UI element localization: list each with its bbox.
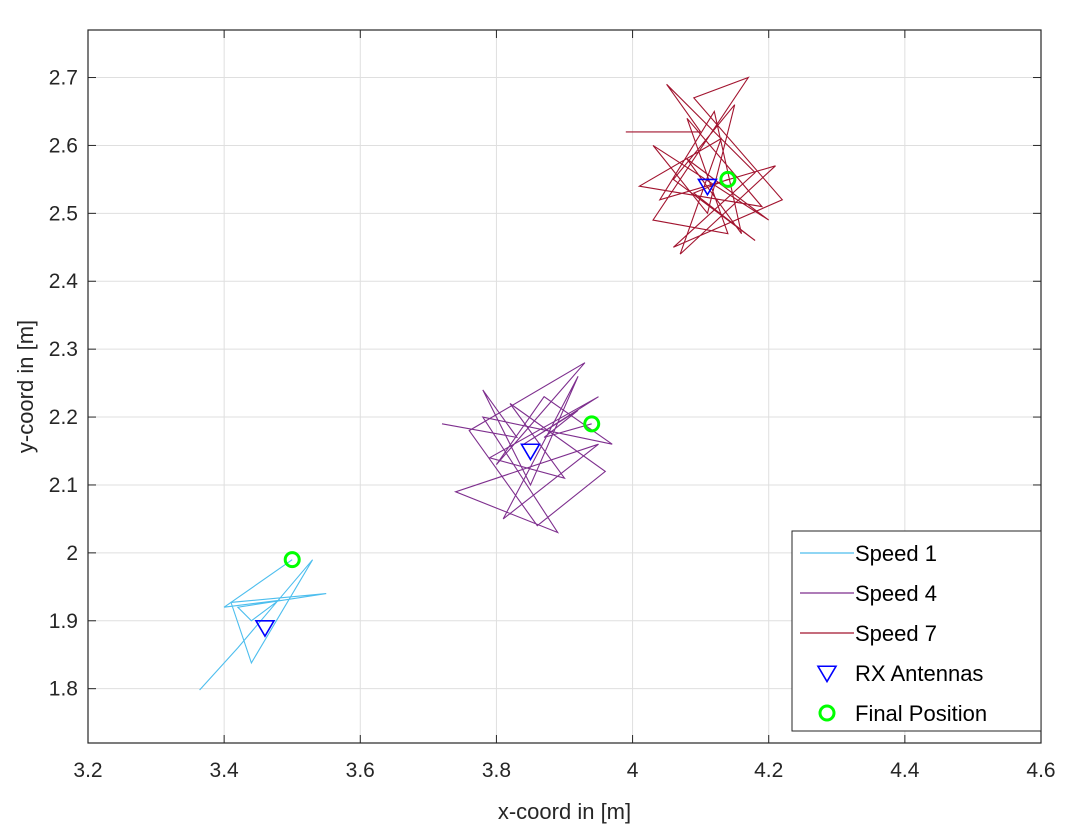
x-tick-label: 3.2	[73, 759, 102, 782]
y-tick-label: 2.4	[49, 270, 79, 293]
x-tick-label: 3.6	[346, 759, 375, 782]
series-final-position	[283, 170, 737, 569]
ticks: 3.2 3.4 3.6 3.8 4 4.2 4.4 4.6 1.8 1.9 2 2.1 2.2 2.3 2.…	[49, 30, 1056, 782]
legend-swatch-rx-antennas	[816, 665, 838, 684]
series-line-speed-1	[199, 559, 327, 691]
legend-box	[791, 530, 1042, 732]
y-tick-label: 2.1	[49, 474, 78, 497]
series-line-speed-7	[625, 76, 784, 255]
x-tick-label: 3.8	[482, 759, 511, 782]
legend: Speed 1 Speed 4 Speed 7 RX Antennas Final Po…	[791, 530, 1042, 732]
y-tick-label: 2.3	[49, 338, 78, 361]
series-line-speed-4	[441, 362, 613, 534]
y-tick-label: 1.9	[49, 610, 78, 633]
rx-antenna-marker	[254, 620, 276, 638]
y-tick-label: 2.7	[49, 67, 78, 90]
legend-label-speed-7: Speed 7	[855, 621, 937, 646]
legend-label-speed-4: Speed 4	[855, 581, 937, 606]
x-tick-label: 4	[627, 759, 639, 782]
rx-antenna-marker	[697, 178, 718, 197]
y-axis-label: y-coord in [m]	[13, 320, 38, 453]
legend-label-speed-1: Speed 1	[855, 541, 937, 566]
x-tick-label: 4.4	[890, 759, 920, 782]
series-speed-4	[441, 362, 613, 534]
final-position-marker	[719, 170, 737, 188]
x-axis-label: x-coord in [m]	[498, 799, 631, 824]
y-tick-label: 2.5	[49, 202, 78, 225]
x-tick-label: 3.4	[210, 759, 240, 782]
axes-box	[87, 29, 1042, 744]
y-tick-label: 2	[66, 542, 78, 565]
final-position-marker	[283, 551, 301, 569]
y-tick-label: 2.6	[49, 134, 78, 157]
y-tick-label: 2.2	[49, 406, 78, 429]
legend-swatch-final-position	[818, 704, 836, 722]
rx-antenna-marker	[520, 443, 541, 462]
legend-label-final-position: Final Position	[855, 701, 987, 726]
final-position-marker	[583, 415, 601, 433]
series-speed-7	[625, 76, 784, 255]
series-layer	[199, 76, 784, 691]
legend-label-rx-antennas: RX Antennas	[855, 661, 983, 686]
series-rx-antennas	[254, 178, 718, 638]
series-speed-1	[199, 559, 327, 691]
x-tick-label: 4.2	[754, 759, 783, 782]
x-tick-label: 4.6	[1026, 759, 1055, 782]
y-tick-label: 1.8	[49, 678, 78, 701]
